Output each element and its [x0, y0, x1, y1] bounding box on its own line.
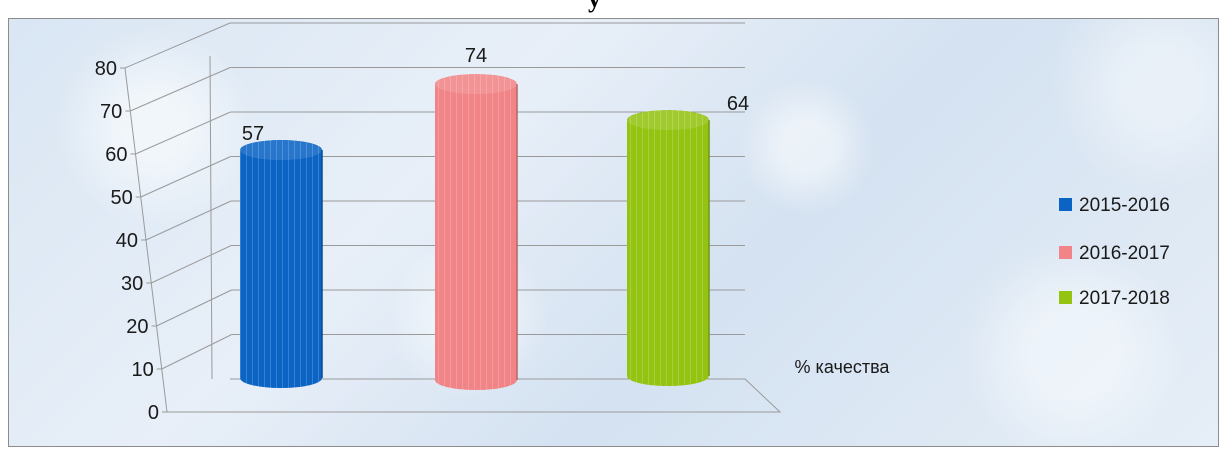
- legend-label: 2017-2018: [1079, 288, 1170, 309]
- side-gridline: [156, 289, 232, 327]
- legend-entry: 2015-2016: [1059, 195, 1170, 216]
- y-tick-label: 0: [148, 402, 159, 424]
- legend-swatch: [1059, 291, 1072, 304]
- y-tick-label: 20: [126, 316, 148, 338]
- bar-value-label: 74: [465, 45, 487, 67]
- y-tick-label: 30: [121, 273, 143, 295]
- bar-cylinder: [627, 110, 710, 387]
- back-wall-edge: [209, 55, 213, 380]
- y-axis-ticks: 0 10 20 30 40 50 60 70 80: [95, 58, 167, 424]
- bar-top-texture: [240, 140, 322, 161]
- side-gridline: [124, 22, 231, 69]
- side-gridline: [161, 334, 232, 370]
- y-tick-label: 40: [116, 230, 138, 252]
- data-labels: 57 74 64: [242, 45, 749, 145]
- legend-entry: 2016-2017: [1059, 243, 1170, 264]
- y-tick-label: 60: [105, 144, 127, 166]
- bar-cylinder: [435, 74, 518, 390]
- bar-value-label: 57: [242, 123, 264, 145]
- legend-label: 2016-2017: [1079, 243, 1170, 264]
- legend-entry: 2017-2018: [1059, 288, 1170, 309]
- legend-swatch: [1059, 246, 1072, 259]
- y-tick-label: 70: [100, 101, 122, 123]
- bars: [240, 74, 710, 390]
- side-gridline: [151, 245, 232, 284]
- bar-cylinder: [240, 140, 323, 388]
- legend: 2015-2016 2016-2017 2017-2018: [1059, 195, 1170, 309]
- y-tick-label: 80: [95, 58, 117, 80]
- bar-value-label: 64: [727, 93, 749, 115]
- legend-swatch: [1059, 198, 1072, 211]
- category-labels: % качества: [795, 357, 891, 377]
- y-tick-label: 50: [111, 187, 133, 209]
- legend-label: 2015-2016: [1079, 195, 1170, 216]
- side-gridline: [130, 67, 231, 112]
- side-gridline: [135, 111, 231, 155]
- bar-texture: [435, 74, 517, 390]
- bar-top-texture: [435, 74, 517, 95]
- page-fragment-text: у: [588, 0, 601, 12]
- bar-top-texture: [627, 110, 709, 131]
- category-label: % качества: [795, 357, 891, 377]
- side-gridline: [140, 156, 231, 198]
- bar-texture: [627, 110, 709, 387]
- y-tick-label: 10: [132, 359, 154, 381]
- side-gridline: [145, 200, 232, 241]
- bar-texture: [240, 140, 322, 388]
